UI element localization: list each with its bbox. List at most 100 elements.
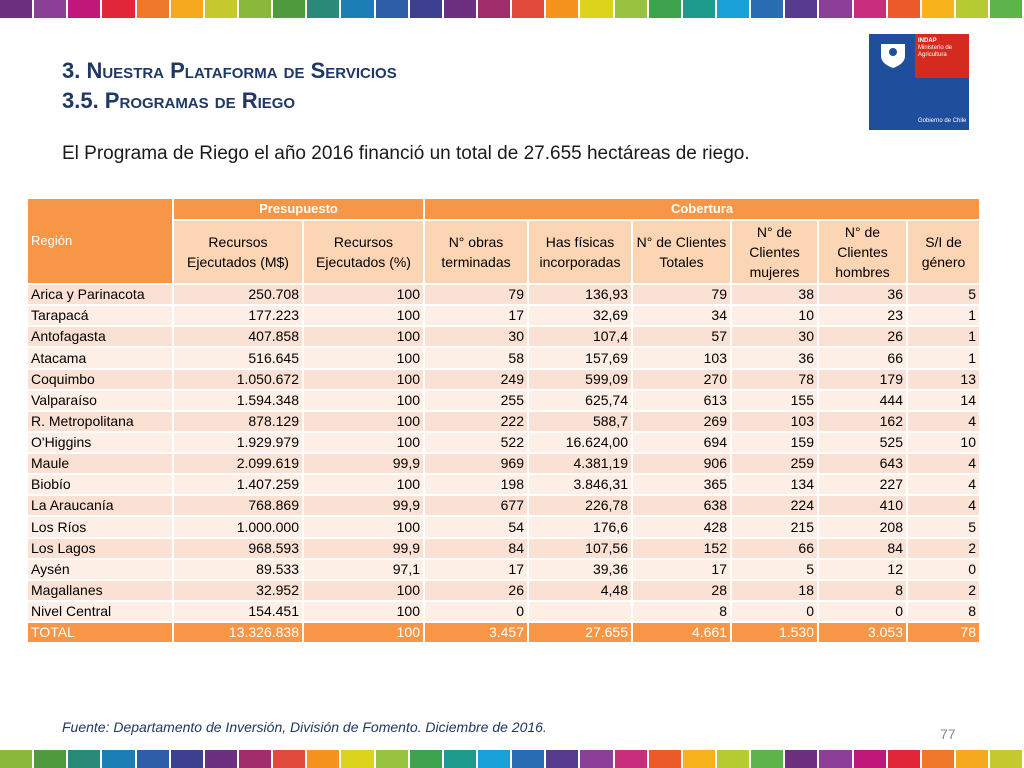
table-cell: 222 [425,411,527,431]
page-number: 77 [940,726,956,742]
table-cell: 100 [304,411,423,431]
table-cell: 100 [304,580,423,600]
table-cell: Aysén [28,559,172,579]
table-cell: 16.624,00 [529,432,631,452]
table-cell: 0 [425,601,527,621]
table-cell: Recursos Ejecutados (M$) [174,221,302,283]
table-cell: 625,74 [529,390,631,410]
table-cell: 516.645 [174,348,302,368]
table-cell: La Araucanía [28,496,172,516]
table-cell: 100 [304,517,423,537]
table-cell: N° de Clientes Totales [633,221,730,283]
table-cell: 100 [304,348,423,368]
stripe [375,750,408,768]
table-cell: 4 [908,475,979,495]
stripe [477,0,511,18]
table-cell: Atacama [28,348,172,368]
table-cell: 66 [732,538,817,558]
stripe [273,0,306,18]
stripe [136,0,169,18]
stripe [819,0,852,18]
table-cell: 36 [819,285,906,305]
table-cell: 410 [819,496,906,516]
table-cell: Cobertura [425,199,979,219]
table-cell: 89.533 [174,559,302,579]
table-cell: 78 [732,369,817,389]
table-cell: Recursos Ejecutados (%) [304,221,423,283]
table-cell: 79 [425,285,527,305]
table-cell: 84 [819,538,906,558]
title: 3. Nuestra Plataforma de Servicios 3.5. … [62,56,397,116]
table-cell: 134 [732,475,817,495]
table-cell: 100 [304,285,423,305]
table-cell: 58 [425,348,527,368]
stripe [580,750,613,768]
table-cell: Presupuesto [174,199,423,219]
table-cell: 18 [732,580,817,600]
stripe [751,0,784,18]
table-cell: 878.129 [174,411,302,431]
table-cell: 152 [633,538,730,558]
table-cell: 17 [633,559,730,579]
table-cell: 1.594.348 [174,390,302,410]
table-cell: 32,69 [529,306,631,326]
table-cell: 176,6 [529,517,631,537]
stripe [477,750,511,768]
table-cell: 23 [819,306,906,326]
table-cell: 249 [425,369,527,389]
table-cell: 588,7 [529,411,631,431]
table-cell: 17 [425,306,527,326]
table-cell: 599,09 [529,369,631,389]
stripe [716,0,750,18]
stripe [990,750,1023,768]
stripe [238,0,272,18]
table-cell: Antofagasta [28,327,172,347]
table-cell: Arica y Parinacota [28,285,172,305]
table-cell: 84 [425,538,527,558]
stripe [68,0,101,18]
table-cell: 0 [908,559,979,579]
table-cell: 30 [732,327,817,347]
table-cell: 270 [633,369,730,389]
logo-ministry: Agricultura [918,52,947,58]
table-cell: 100 [304,369,423,389]
table-cell: N° de Clientes mujeres [732,221,817,283]
table-cell: 100 [304,432,423,452]
table-cell: 103 [732,411,817,431]
table-cell: 643 [819,454,906,474]
table-cell: 4,48 [529,580,631,600]
table-cell: 1.050.672 [174,369,302,389]
table-cell: N° de Clientes hombres [819,221,906,283]
table-cell: 99,9 [304,538,423,558]
table-cell: 5 [732,559,817,579]
stripe [955,0,989,18]
table-cell: 100 [304,601,423,621]
table-cell: 677 [425,496,527,516]
stripe [853,0,886,18]
table-cell: 250.708 [174,285,302,305]
table-cell: 27.655 [529,623,631,643]
table-cell: 968.593 [174,538,302,558]
table-cell: 1.929.979 [174,432,302,452]
stripe [34,0,67,18]
table-cell: 39,36 [529,559,631,579]
stripe [887,0,920,18]
table-cell: 54 [425,517,527,537]
stripe [785,0,818,18]
table-cell: 694 [633,432,730,452]
table-cell: Región [28,199,172,283]
table-cell: 224 [732,496,817,516]
table-cell: 8 [819,580,906,600]
stripe [341,0,374,18]
table-cell: 1.530 [732,623,817,643]
table-cell: 638 [633,496,730,516]
logo-red [915,34,969,78]
table-cell: 8 [908,601,979,621]
table-cell: 5 [908,285,979,305]
table-cell: 3.846,31 [529,475,631,495]
table-cell: 1 [908,306,979,326]
table-cell: 215 [732,517,817,537]
table-cell [529,601,631,621]
stripe [716,750,750,768]
